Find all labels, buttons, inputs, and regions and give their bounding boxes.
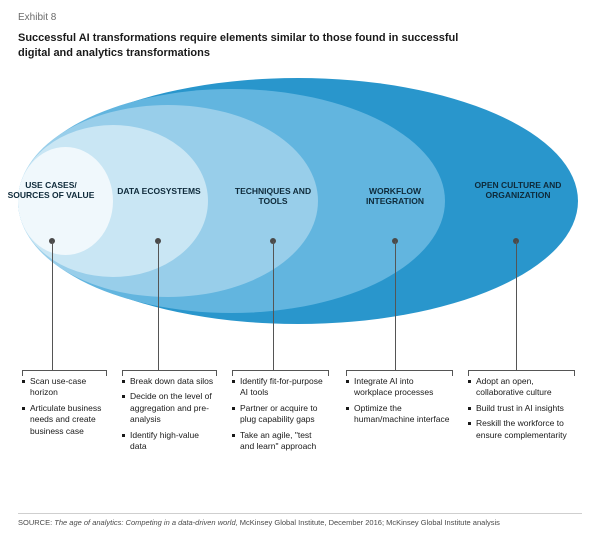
layer-label: DATA ECOSYSTEMS bbox=[114, 186, 204, 196]
bullet-item: Break down data silos bbox=[122, 376, 216, 387]
connector-line bbox=[158, 241, 159, 370]
bullet-item: Build trust in AI insights bbox=[468, 403, 574, 414]
layer-label: OPEN CULTURE AND ORGANIZATION bbox=[473, 180, 563, 200]
connector-line bbox=[273, 241, 274, 370]
bullet-column: Scan use-case horizon Articulate business… bbox=[22, 376, 106, 441]
exhibit-number: Exhibit 8 bbox=[18, 12, 582, 23]
page-title: Successful AI transformations require el… bbox=[18, 31, 488, 61]
bullet-item: Reskill the workforce to ensure compleme… bbox=[468, 418, 574, 441]
bullet-item: Identify high-value data bbox=[122, 430, 216, 453]
bullet-item: Take an agile, "test and learn" approach bbox=[232, 430, 328, 453]
brace-line bbox=[346, 370, 452, 371]
layer-label: USE CASES/ SOURCES OF VALUE bbox=[6, 180, 96, 200]
layer-label: TECHNIQUES AND TOOLS bbox=[228, 186, 318, 206]
brace-line bbox=[468, 370, 574, 371]
bullet-item: Articulate business needs and create bus… bbox=[22, 403, 106, 437]
source-prefix: SOURCE: bbox=[18, 518, 52, 527]
brace-line bbox=[122, 370, 216, 371]
bullet-column: Break down data silos Decide on the level… bbox=[122, 376, 216, 457]
connector-line bbox=[395, 241, 396, 370]
brace-tick bbox=[328, 370, 329, 376]
connector-line bbox=[516, 241, 517, 370]
bullet-item: Adopt an open, collaborative culture bbox=[468, 376, 574, 399]
bullet-item: Integrate AI into workplace processes bbox=[346, 376, 452, 399]
bullet-item: Partner or acquire to plug capability ga… bbox=[232, 403, 328, 426]
brace-tick bbox=[106, 370, 107, 376]
bullet-item: Decide on the level of aggregation and p… bbox=[122, 391, 216, 425]
brace-tick bbox=[574, 370, 575, 376]
brace-line bbox=[232, 370, 328, 371]
bullet-column: Adopt an open, collaborative culture Buil… bbox=[468, 376, 574, 445]
connector-line bbox=[52, 241, 53, 370]
onion-diagram: USE CASES/ SOURCES OF VALUEDATA ECOSYSTE… bbox=[18, 71, 578, 331]
brace-tick bbox=[452, 370, 453, 376]
source-rest: McKinsey Global Institute, December 2016… bbox=[238, 518, 500, 527]
bullet-item: Scan use-case horizon bbox=[22, 376, 106, 399]
bullet-column: Integrate AI into workplace processes Opt… bbox=[346, 376, 452, 430]
brace-line bbox=[22, 370, 106, 371]
layer-label: WORKFLOW INTEGRATION bbox=[350, 186, 440, 206]
bullet-column: Identify fit-for-purpose AI tools Partner… bbox=[232, 376, 328, 457]
bullet-item: Identify fit-for-purpose AI tools bbox=[232, 376, 328, 399]
source-title: The age of analytics: Competing in a dat… bbox=[54, 518, 237, 527]
onion-layer bbox=[18, 147, 113, 255]
bullet-item: Optimize the human/machine interface bbox=[346, 403, 452, 426]
source-line: SOURCE: The age of analytics: Competing … bbox=[18, 513, 582, 527]
brace-tick bbox=[216, 370, 217, 376]
